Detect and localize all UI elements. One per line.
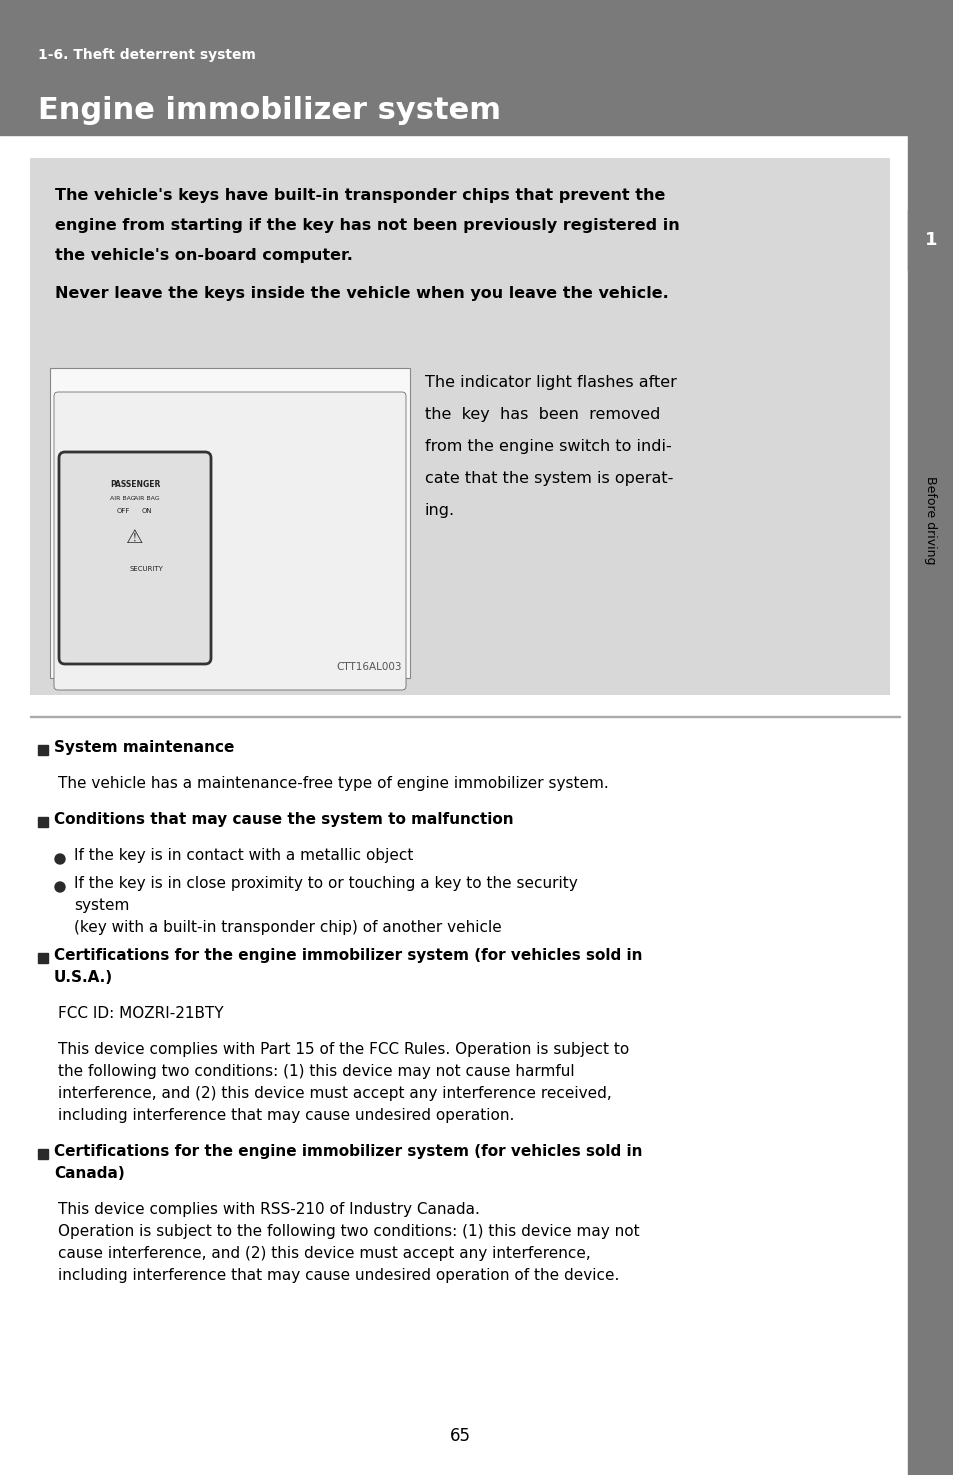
Text: Canada): Canada) [54, 1167, 125, 1181]
Text: SECURITY: SECURITY [130, 566, 164, 572]
Text: Certifications for the engine immobilizer system (for vehicles sold in: Certifications for the engine immobilize… [54, 948, 641, 963]
Bar [907, 209, 953, 270]
Text: from the engine switch to indi-: from the engine switch to indi- [424, 440, 671, 454]
Text: the vehicle's on-board computer.: the vehicle's on-board computer. [55, 248, 353, 263]
Circle shape [55, 882, 65, 892]
Text: the following two conditions: (1) this device may not cause harmful: the following two conditions: (1) this d… [58, 1063, 574, 1080]
Text: If the key is in contact with a metallic object: If the key is in contact with a metallic… [74, 848, 413, 863]
Text: Engine immobilizer system: Engine immobilizer system [38, 96, 500, 125]
Text: The vehicle has a maintenance-free type of engine immobilizer system.: The vehicle has a maintenance-free type … [58, 776, 608, 791]
Text: AIR BAG: AIR BAG [111, 496, 135, 502]
Bar [50, 367, 410, 678]
Text: system: system [74, 898, 130, 913]
Text: U.S.A.): U.S.A.) [54, 971, 113, 985]
Text: including interference that may cause undesired operation of the device.: including interference that may cause un… [58, 1268, 618, 1283]
Text: If the key is in close proximity to or touching a key to the security: If the key is in close proximity to or t… [74, 876, 578, 891]
Text: engine from starting if the key has not been previously registered in: engine from starting if the key has not … [55, 218, 679, 233]
Text: OFF: OFF [116, 507, 130, 513]
Bar [38, 953, 48, 963]
Bar [38, 817, 48, 827]
Text: Certifications for the engine immobilizer system (for vehicles sold in: Certifications for the engine immobilize… [54, 1145, 641, 1159]
Text: System maintenance: System maintenance [54, 740, 234, 755]
Text: Never leave the keys inside the vehicle when you leave the vehicle.: Never leave the keys inside the vehicle … [55, 286, 668, 301]
FancyBboxPatch shape [59, 451, 211, 664]
Bar [30, 715, 899, 717]
Text: PASSENGER: PASSENGER [110, 479, 160, 490]
Text: ⚠: ⚠ [126, 528, 144, 547]
Text: AIR BAG: AIR BAG [134, 496, 160, 502]
Text: Operation is subject to the following two conditions: (1) this device may not: Operation is subject to the following tw… [58, 1224, 639, 1239]
Bar [30, 158, 889, 695]
Text: CTT16AL003: CTT16AL003 [336, 662, 401, 673]
Text: The indicator light flashes after: The indicator light flashes after [424, 375, 677, 389]
Text: 1-6. Theft deterrent system: 1-6. Theft deterrent system [38, 49, 255, 62]
Text: ing.: ing. [424, 503, 455, 518]
Text: 65: 65 [449, 1426, 470, 1446]
Text: ON: ON [142, 507, 152, 513]
Text: Before driving: Before driving [923, 476, 937, 565]
Text: This device complies with Part 15 of the FCC Rules. Operation is subject to: This device complies with Part 15 of the… [58, 1041, 629, 1058]
Text: cate that the system is operat-: cate that the system is operat- [424, 471, 673, 485]
Bar [38, 1149, 48, 1159]
Text: This device complies with RSS-210 of Industry Canada.: This device complies with RSS-210 of Ind… [58, 1202, 479, 1217]
Bar [0, 0, 953, 136]
FancyBboxPatch shape [54, 392, 406, 690]
Bar [38, 745, 48, 755]
Text: The vehicle's keys have built-in transponder chips that prevent the: The vehicle's keys have built-in transpo… [55, 187, 664, 204]
Text: cause interference, and (2) this device must accept any interference,: cause interference, and (2) this device … [58, 1246, 590, 1261]
Text: interference, and (2) this device must accept any interference received,: interference, and (2) this device must a… [58, 1086, 611, 1100]
Text: 1: 1 [923, 232, 936, 249]
Bar [907, 136, 953, 1475]
Text: FCC ID: MOZRI-21BTY: FCC ID: MOZRI-21BTY [58, 1006, 223, 1021]
Text: including interference that may cause undesired operation.: including interference that may cause un… [58, 1108, 514, 1122]
Text: (key with a built-in transponder chip) of another vehicle: (key with a built-in transponder chip) o… [74, 920, 501, 935]
Circle shape [55, 854, 65, 864]
Text: Conditions that may cause the system to malfunction: Conditions that may cause the system to … [54, 813, 513, 827]
Text: the  key  has  been  removed: the key has been removed [424, 407, 659, 422]
